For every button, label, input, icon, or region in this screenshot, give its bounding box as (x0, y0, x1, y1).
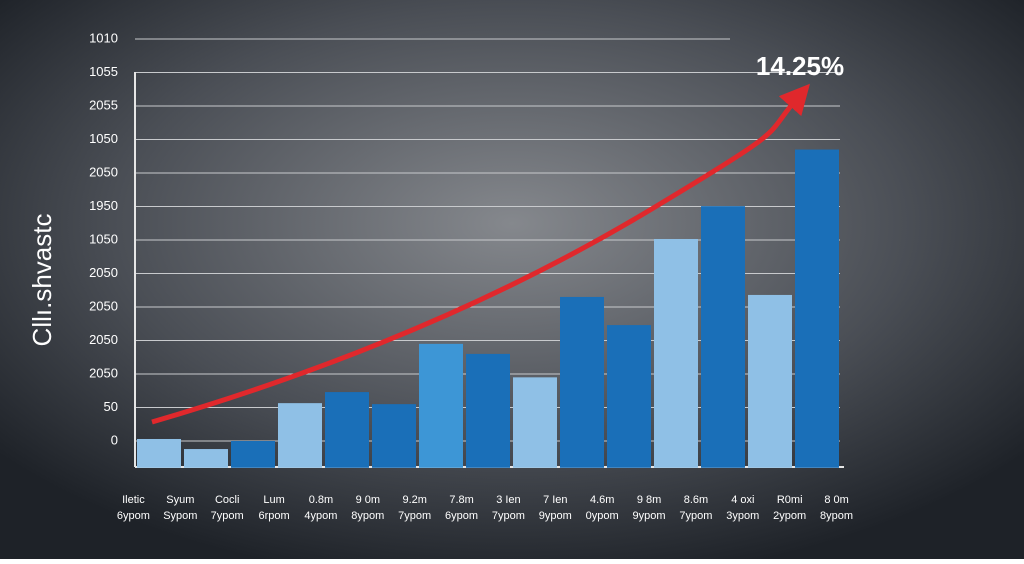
trend-arrow (151, 83, 810, 425)
x-tick-label: 4.6m (590, 494, 614, 506)
x-tick-label: 6ypom (117, 510, 150, 522)
x-tick-label: R0mi (777, 494, 803, 506)
bar (184, 449, 228, 468)
y-tick-label: 2050 (89, 298, 118, 313)
y-tick-label: 0 (111, 432, 118, 447)
bar (419, 343, 463, 468)
x-tick-label: 3ypom (726, 510, 759, 522)
bar (513, 377, 557, 468)
x-tick-label: 9 8m (637, 494, 661, 506)
bar (748, 294, 792, 468)
y-tick-label: 2050 (89, 164, 118, 179)
bar (795, 149, 839, 468)
x-tick-label: 7ypom (211, 510, 244, 522)
y-tick-label: 2050 (89, 332, 118, 347)
y-axis-label: Cllı.shvastc (27, 214, 57, 347)
y-tick-label: 50 (104, 399, 118, 414)
x-tick-label: Syum (166, 494, 194, 506)
x-tick-label: 9ypom (539, 510, 572, 522)
bar (466, 353, 510, 468)
x-tick-label: 8 0m (824, 494, 848, 506)
x-tick-label: 9ypom (633, 510, 666, 522)
x-tick-label: 8ypom (351, 510, 384, 522)
bar (137, 438, 181, 468)
x-tick-label: 7ypom (398, 510, 431, 522)
y-tick-label: 1950 (89, 198, 118, 213)
bar (325, 392, 369, 468)
x-tick-label: 4ypom (304, 510, 337, 522)
x-tick-label: 7.8m (449, 494, 473, 506)
y-tick-label: 2055 (89, 97, 118, 112)
bar (701, 206, 745, 468)
y-tick-label: 1055 (89, 64, 118, 79)
x-tick-label: Cocli (215, 494, 239, 506)
x-tick-label: Sypom (163, 510, 197, 522)
x-tick-label: 7ypom (492, 510, 525, 522)
x-tick-label: 9 0m (356, 494, 380, 506)
x-tick-label: 7 Ien (543, 494, 567, 506)
y-tick-label: 2050 (89, 365, 118, 380)
x-tick-label: 0ypom (586, 510, 619, 522)
x-tick-label: Lum (263, 494, 284, 506)
x-tick-label: Iletic (122, 494, 145, 506)
annotation: 14.25% (756, 51, 844, 81)
x-tick-label: 8ypom (820, 510, 853, 522)
bar (231, 441, 275, 468)
y-tick-label: 1050 (89, 231, 118, 246)
x-tick-label: 4 oxi (731, 494, 754, 506)
y-tick-label: 1010 (89, 30, 118, 45)
x-tick-label: 8.6m (684, 494, 708, 506)
bar (560, 296, 604, 468)
x-tick-label: 3 Ien (496, 494, 520, 506)
bar (372, 404, 416, 468)
x-tick-label: 6rpom (258, 510, 289, 522)
x-tick-label: 0.8m (309, 494, 333, 506)
bar (278, 403, 322, 468)
x-tick-label: 6ypom (445, 510, 478, 522)
y-tick-label: 2050 (89, 265, 118, 280)
bar (654, 238, 698, 468)
y-tick-label: 1050 (89, 131, 118, 146)
x-tick-label: 2ypom (773, 510, 806, 522)
x-tick-label: 7ypom (679, 510, 712, 522)
bar (607, 325, 651, 468)
x-tick-label: 9.2m (402, 494, 426, 506)
